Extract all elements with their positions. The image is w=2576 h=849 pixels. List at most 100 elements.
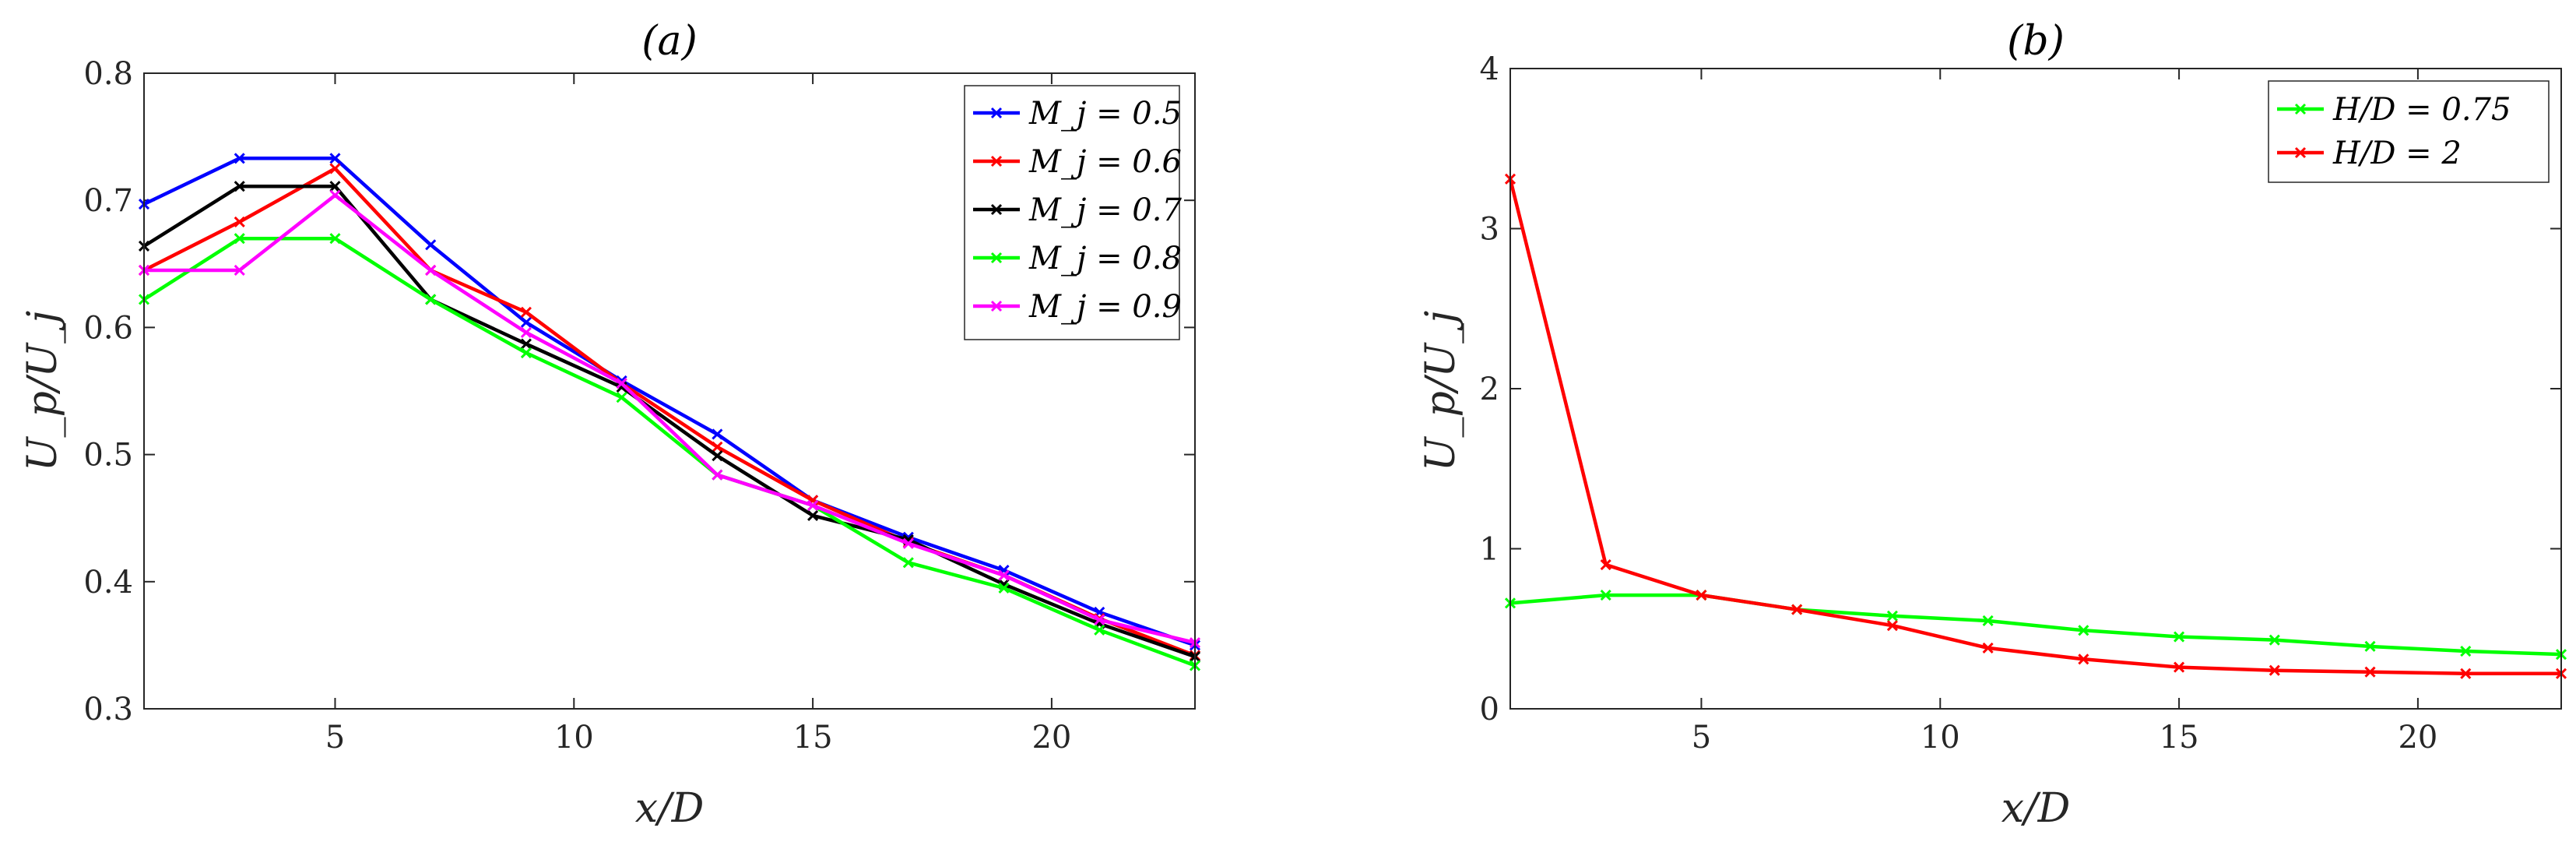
chart-b-series-1-point [1886,610,1898,622]
chart-b-xtick-label: 20 [2398,720,2437,756]
chart-a-ytick-label: 0.4 [83,565,133,601]
chart-a-series-1-point [712,428,723,440]
chart-a-series-3-point [520,338,532,350]
chart-a-series-4-point [234,233,245,245]
chart-a-series-line-4 [142,236,1196,668]
chart-a-series-5-point [902,537,914,549]
chart-b-series-2-point [1791,604,1803,615]
chart-a-series-2-point [329,163,341,174]
chart-b-axes-frame [1509,68,2562,710]
chart-a-legend-label: M_j = 0.9 [1028,289,1182,325]
chart-b-legend: H/D = 0.75 H/D = 2 [2268,80,2550,183]
chart-b-series-1-point [2364,640,2376,652]
chart-b-legend-box [2268,80,2550,183]
chart-a-series-3-point [807,509,819,521]
chart-a-legend-marker [990,203,1003,216]
chart-b-series-1-point [2174,631,2185,643]
chart-a-series-2-point [520,306,532,318]
chart-a-ytick-label: 0.3 [83,692,133,727]
chart-a-series-4-point [329,233,341,245]
chart-a-series-line-5 [144,193,1196,645]
chart-b-series-1-point [2460,645,2472,657]
chart-a-series-4-point [1094,624,1105,636]
chart-a-legend-label: M_j = 0.7 [1028,192,1182,228]
chart-a-series-3-point [234,181,245,192]
chart-a-ticks: 5 10 15 20 0.3 0.4 0.5 0.6 0.7 0.8 [83,56,1195,756]
chart-a-ytick-label: 0.6 [83,310,133,346]
chart-a-series-3-point [712,450,723,462]
chart-a-series-3-point [329,181,341,192]
chart-a-series-5-point [520,326,532,338]
chart-b-legend-marker [2294,146,2307,159]
chart-a-axes-frame [143,72,1196,710]
chart-a-legend: M_j = 0.5 M_j = 0.6 M_j = 0.7 M_j = 0.8 M_j … [964,85,1182,340]
chart-a-series-1-point [425,239,437,251]
chart-a-ytick-label: 0.8 [83,56,133,92]
chart-a-legend-label: M_j = 0.5 [1028,96,1182,132]
chart-b-series-line-2 [1508,178,2561,676]
chart-a-xtick-label: 10 [554,720,594,756]
chart-b-ylabel: U_p/U_j [1418,311,1464,472]
chart-a-series-5-point [807,499,819,511]
chart-b-series-2-point [2268,664,2280,676]
chart-a-series-1-point [520,316,532,328]
chart-a-title: (a) [641,18,698,65]
chart-a-legend-label: M_j = 0.6 [1028,144,1182,180]
chart-a-legend-label: M_j = 0.8 [1028,241,1182,277]
chart-a-series-5-point [1094,614,1105,625]
chart-a-series-1-point [234,153,245,164]
chart-b-series-2-point [2460,668,2472,679]
chart-b-ytick-label: 4 [1480,51,1499,87]
chart-a-series-5-point [712,469,723,481]
chart-a-ytick-label: 0.7 [83,183,133,219]
chart-a-series-5-point [234,264,245,277]
chart-a-series-5-point [329,189,341,201]
chart-b-legend-marker [2294,103,2307,115]
chart-a-series-5-point [998,569,1010,581]
chart-a-series-line-1 [143,157,1196,647]
chart-b-series [1504,173,2567,679]
chart-b-ticks: 5 10 15 20 0 1 2 3 4 [1480,51,2561,756]
chart-b-title: (b) [2007,18,2065,65]
chart-a-series-1-point [329,153,341,164]
chart-b-series-1-point [1982,615,1994,627]
chart-a-legend-marker [990,107,1003,119]
chart-a-xtick-label: 20 [1031,720,1071,756]
chart-a-series-5-point [616,378,627,389]
chart-b-xtick-label: 15 [2160,720,2199,756]
chart-b-xlabel: x/D [2001,785,2071,832]
chart-b-ytick-label: 1 [1480,532,1499,568]
chart-b-series-2-point [1982,642,1994,653]
chart-a: 5 10 15 20 0.3 0.4 0.5 0.6 0.7 0.8 (a) x/D U_p/U_… [19,18,1201,832]
chart-b-series-2-point [1600,558,1611,571]
chart-a-legend-marker [990,300,1003,312]
chart-a-series-2-point [712,441,723,453]
chart-a-series-4-point [902,557,914,569]
chart-b-series-2-point [2078,653,2089,665]
chart-a-series-2-point [234,216,245,228]
chart-b-legend-label: H/D = 0.75 [2332,92,2511,128]
chart-a-xtick-label: 15 [793,720,833,756]
chart-b-series-2-point [1696,590,1707,601]
chart-a-series-4-point [616,392,627,403]
chart-b-xtick-label: 10 [1921,720,1960,756]
chart-b-legend-label: H/D = 2 [2332,136,2462,171]
chart-b-ytick-label: 3 [1480,212,1499,248]
chart-b-series-2-point [2364,666,2376,678]
chart-a-series-5-point [425,264,437,277]
chart-a-ytick-label: 0.5 [83,438,133,474]
chart-b-series-1-point [1600,590,1611,601]
chart-b-series-2-point [2174,661,2185,673]
chart-a-series-line-3 [142,184,1196,659]
chart-a-series [138,153,1201,671]
chart-b-series-1-point [2078,625,2089,636]
chart-a-series-4-point [998,582,1010,594]
chart-a-ylabel: U_p/U_j [19,311,66,472]
chart-b-series-line-1 [1509,593,2562,657]
chart-a-legend-marker [990,155,1003,167]
chart-b-ytick-label: 0 [1480,692,1499,727]
chart-a-xlabel: x/D [635,785,705,832]
chart-a-series-4-point [425,294,437,305]
